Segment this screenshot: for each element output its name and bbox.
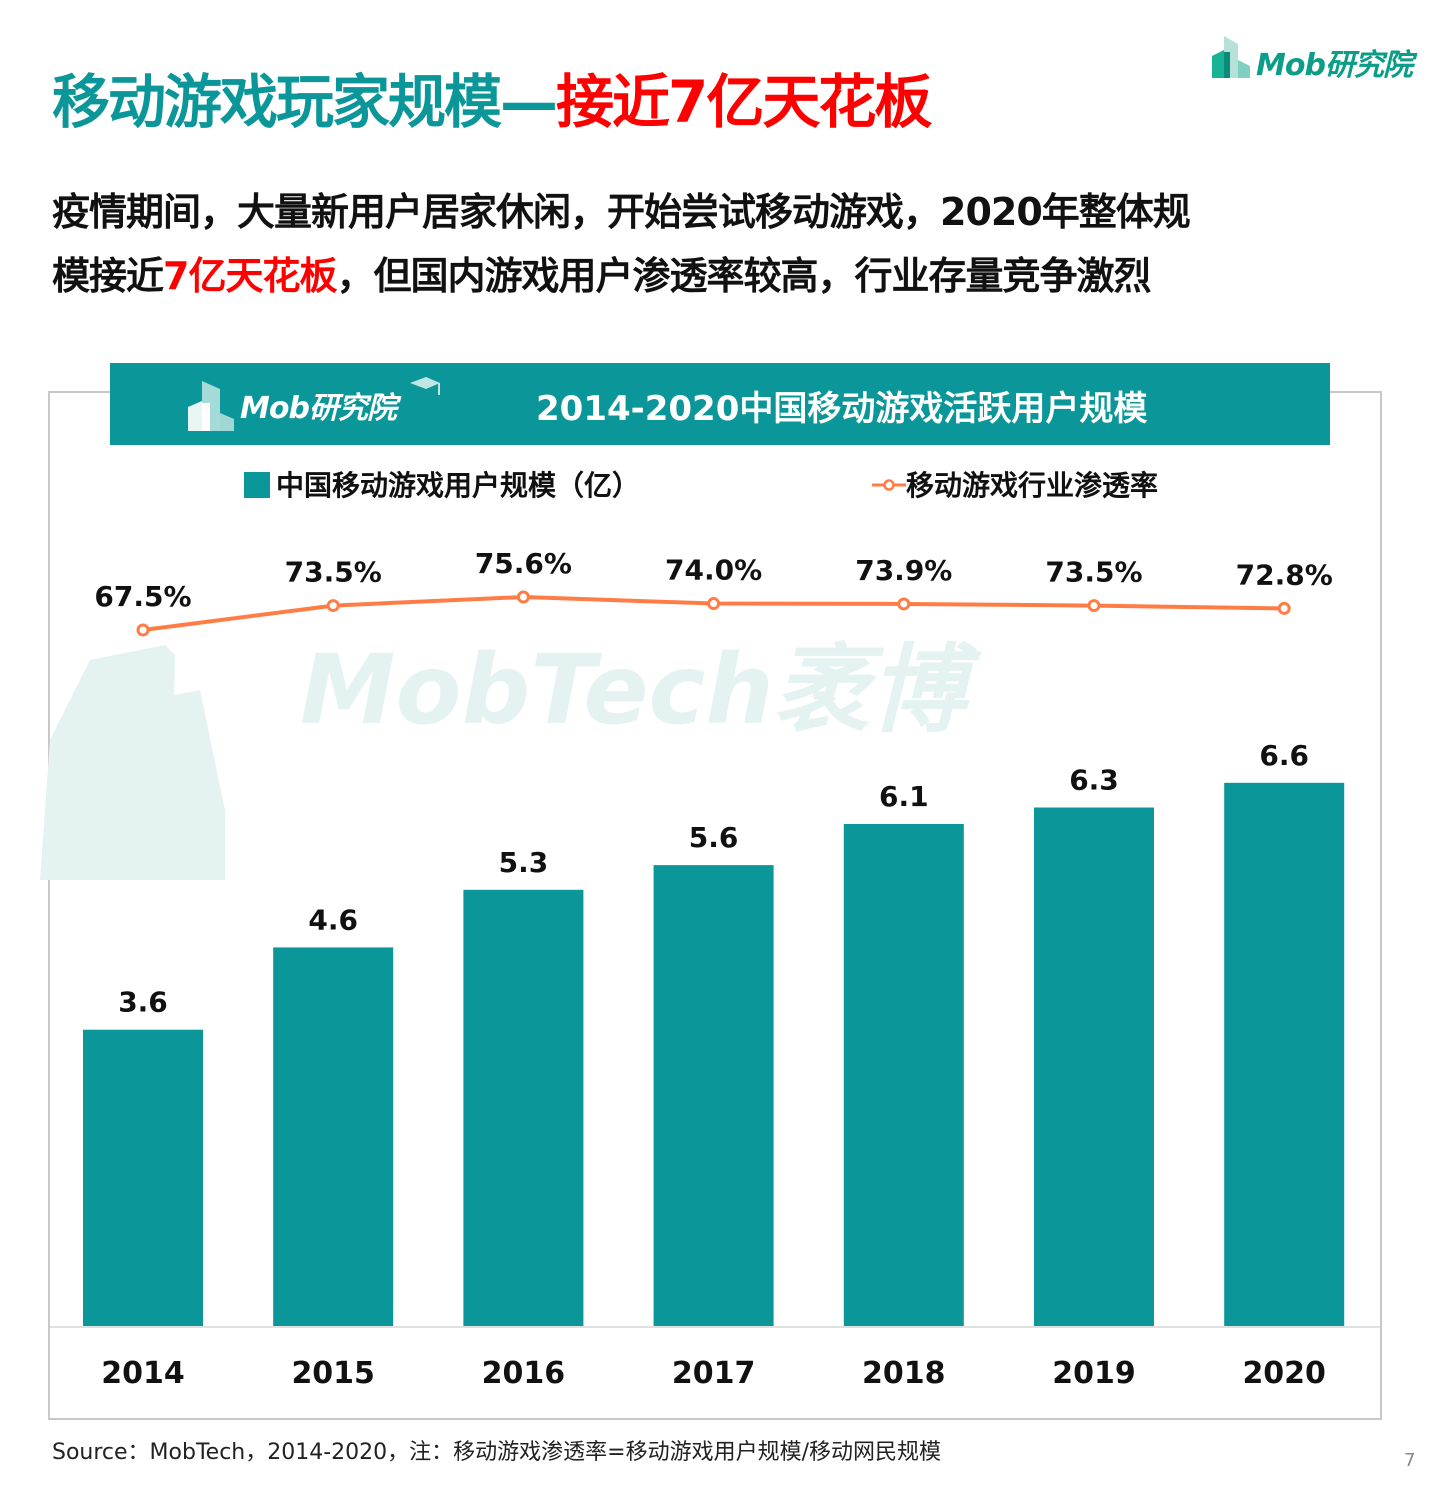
watermark-building-icon — [40, 645, 225, 880]
x-tick-2014: 2014 — [101, 1356, 185, 1391]
x-tick-2016: 2016 — [482, 1356, 566, 1391]
subtitle-line-2: 模接近7亿天花板，但国内游戏用户渗透率较高，行业存量竞争激烈 — [52, 244, 1412, 308]
x-tick-2018: 2018 — [862, 1356, 946, 1391]
bar-label-2018: 6.1 — [879, 780, 929, 813]
legend-bar-swatch-icon — [244, 472, 270, 498]
graduation-cap-icon — [410, 377, 440, 395]
legend-line-label: 移动游戏行业渗透率 — [906, 469, 1159, 502]
bar-data-labels: 3.6 4.6 5.3 5.6 6.1 6.3 6.6 — [118, 739, 1309, 1019]
chart-brand-logo: Mob研究院 — [186, 373, 486, 435]
bar-2015 — [273, 947, 394, 1326]
bar-label-2014: 3.6 — [118, 986, 168, 1019]
bar-label-2019: 6.3 — [1069, 764, 1119, 797]
bar-series — [83, 782, 1345, 1326]
chart-brand-logo-text: Mob研究院 — [240, 391, 397, 426]
subtitle-highlight: 7亿天花板 — [163, 254, 337, 298]
line-label-2016: 75.6% — [475, 547, 572, 580]
bar-2014 — [83, 1029, 203, 1326]
line-label-2019: 73.5% — [1045, 556, 1142, 589]
bar-2017 — [653, 865, 774, 1326]
line-point-2015 — [326, 599, 340, 613]
page-title: 移动游戏玩家规模—接近7亿天花板 — [52, 62, 932, 142]
page-title-highlight: 接近7亿天花板 — [556, 68, 932, 136]
page-number: 7 — [1404, 1450, 1416, 1471]
subtitle-line-2-pre: 模接近 — [52, 254, 164, 298]
bar-label-2017: 5.6 — [689, 821, 739, 854]
chart-title: 2014-2020中国移动游戏活跃用户规模 — [536, 389, 1148, 429]
x-tick-2019: 2019 — [1052, 1356, 1136, 1391]
line-label-2018: 73.9% — [855, 554, 952, 587]
line-point-2014 — [136, 623, 150, 637]
building-logo-icon — [1212, 36, 1250, 78]
x-axis-tick-labels: 2014 2015 2016 2017 2018 2019 2020 — [101, 1356, 1326, 1391]
line-label-2015: 73.5% — [285, 556, 382, 589]
building-logo-icon — [188, 381, 234, 431]
legend-bar-label: 中国移动游戏用户规模（亿） — [276, 469, 641, 502]
line-point-2018 — [897, 597, 911, 611]
line-label-2017: 74.0% — [665, 554, 762, 587]
brand-logo: Mob研究院 — [1210, 30, 1430, 83]
legend-item-bar: 中国移动游戏用户规模（亿） — [244, 464, 640, 504]
bar-label-2016: 5.3 — [499, 846, 549, 879]
line-label-2020: 72.8% — [1236, 558, 1333, 591]
line-label-2014: 67.5% — [94, 580, 191, 613]
bar-2020 — [1224, 782, 1345, 1326]
x-tick-2020: 2020 — [1242, 1356, 1326, 1391]
bar-2019 — [1034, 807, 1154, 1326]
bar-2016 — [463, 889, 584, 1326]
brand-logo-text: Mob研究院 — [1256, 48, 1413, 83]
line-series — [136, 590, 1291, 637]
bar-label-2020: 6.6 — [1259, 739, 1309, 772]
x-tick-2017: 2017 — [672, 1356, 756, 1391]
legend-item-line: 移动游戏行业渗透率 — [872, 464, 1158, 504]
page-title-main: 移动游戏玩家规模— — [52, 68, 558, 136]
source-note: Source：MobTech，2014-2020，注：移动游戏渗透率=移动游戏用… — [52, 1440, 942, 1465]
line-point-2017 — [707, 597, 721, 611]
x-tick-2015: 2015 — [291, 1356, 375, 1391]
line-point-2016 — [516, 590, 530, 604]
line-point-2020 — [1277, 601, 1291, 615]
subtitle: 疫情期间，大量新用户居家休闲，开始尝试移动游戏，2020年整体规 模接近7亿天花… — [52, 180, 1412, 308]
watermark-text: MobTech袤博 — [300, 634, 966, 746]
legend-line-marker-icon — [872, 479, 906, 491]
bar-2018 — [843, 823, 964, 1326]
chart-header-band: Mob研究院 2014-2020中国移动游戏活跃用户规模 — [110, 363, 1330, 445]
bar-label-2015: 4.6 — [308, 903, 358, 936]
subtitle-line-2-post: ，但国内游戏用户渗透率较高，行业存量竞争激烈 — [336, 254, 1151, 298]
line-data-labels: 67.5% 73.5% 75.6% 74.0% 73.9% 73.5% 72.8% — [94, 547, 1332, 613]
line-point-2019 — [1087, 599, 1101, 613]
subtitle-line-1: 疫情期间，大量新用户居家休闲，开始尝试移动游戏，2020年整体规 — [52, 190, 1191, 234]
